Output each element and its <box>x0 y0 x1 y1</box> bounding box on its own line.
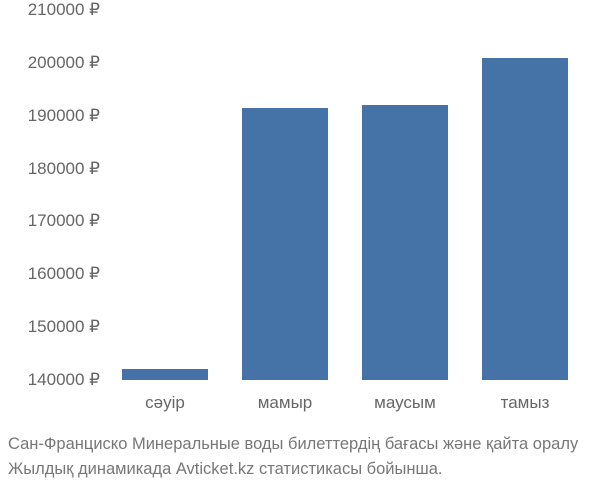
x-tick: маусым <box>374 393 436 413</box>
x-tick: сәуір <box>145 393 185 413</box>
caption-line-2: Жылдық динамикада Avticket.kz статистика… <box>8 457 578 482</box>
y-tick: 160000 ₽ <box>28 264 100 284</box>
caption: Сан-Франциско Минеральные воды билеттерд… <box>8 432 578 482</box>
bar <box>122 369 208 380</box>
y-tick: 140000 ₽ <box>28 370 100 390</box>
plot-area <box>105 10 585 380</box>
y-tick: 180000 ₽ <box>28 159 100 179</box>
x-tick: тамыз <box>501 393 550 413</box>
y-tick: 200000 ₽ <box>28 53 100 73</box>
y-tick: 190000 ₽ <box>28 106 100 126</box>
bar <box>242 108 328 380</box>
bar <box>362 105 448 380</box>
x-axis: сәуір мамыр маусым тамыз <box>105 385 585 415</box>
x-tick: мамыр <box>258 393 313 413</box>
bar <box>482 58 568 380</box>
y-tick: 170000 ₽ <box>28 211 100 231</box>
y-tick: 150000 ₽ <box>28 317 100 337</box>
y-axis: 140000 ₽ 150000 ₽ 160000 ₽ 170000 ₽ 180000 ₽… <box>0 0 100 390</box>
chart-container: 140000 ₽ 150000 ₽ 160000 ₽ 170000 ₽ 180000 ₽… <box>0 0 590 420</box>
caption-line-1: Сан-Франциско Минеральные воды билеттерд… <box>8 432 578 457</box>
y-tick: 210000 ₽ <box>28 0 100 20</box>
